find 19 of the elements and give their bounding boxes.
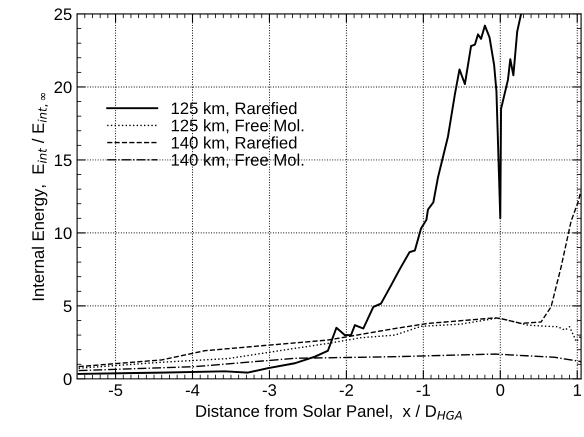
x-tick-label: -3: [262, 384, 276, 396]
y-tick-label: 10: [54, 227, 72, 240]
x-tick-label: 1: [574, 384, 582, 396]
x-tick-label: -4: [186, 384, 200, 396]
x-tick-label: -2: [340, 384, 353, 396]
y-tick-label: 0: [64, 373, 72, 386]
x-tick-label: -1: [416, 384, 430, 396]
x-tick-label: -5: [108, 384, 122, 396]
y-tick-label: 20: [54, 81, 72, 94]
y-tick-label: 5: [64, 300, 72, 312]
y-axis-title: Internal Energy, E$_{int}$ / E$_{int,∞}$: [32, 92, 48, 300]
x-axis-title: Distance from Solar Panel, x / D$_{HGA}$: [196, 404, 462, 420]
y-tick-label: 25: [54, 8, 72, 20]
x-tick-label: 0: [496, 384, 504, 396]
legend-label: 140 km, Free Mol.: [172, 154, 304, 168]
legend-label: 125 km, Rarefied: [172, 102, 296, 116]
y-tick-label: 15: [54, 154, 72, 166]
legend-label: 125 km, Free Mol.: [172, 119, 304, 134]
legend-label: 140 km, Rarefied: [172, 136, 296, 151]
